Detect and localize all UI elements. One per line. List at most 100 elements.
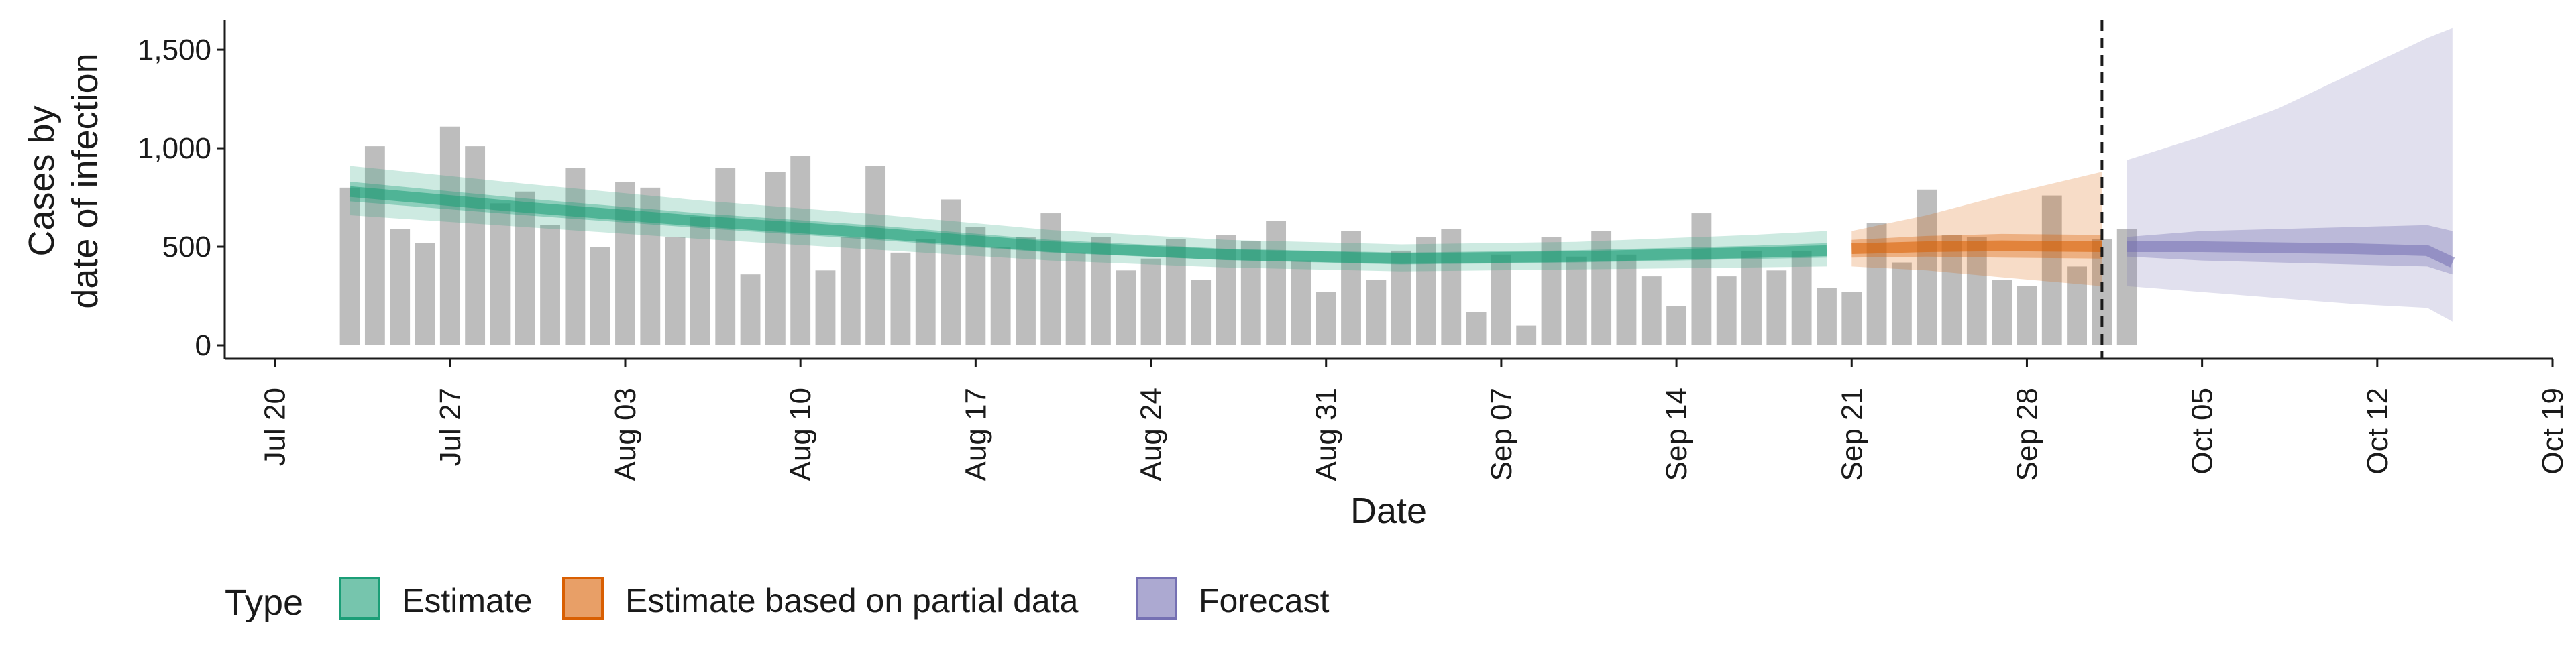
bar (1116, 270, 1136, 345)
y-axis-title-line-1: Cases by (21, 105, 62, 256)
bar (415, 243, 435, 345)
x-tick-label: Aug 24 (1135, 388, 1168, 481)
median-line (1851, 240, 2102, 254)
bar (1591, 231, 1612, 345)
bar (990, 247, 1011, 345)
bar (1040, 213, 1061, 345)
bar (1966, 237, 1987, 345)
bar (1491, 254, 1511, 345)
bar (740, 274, 761, 345)
bar (941, 199, 961, 345)
x-tick-label: Sep 07 (1485, 388, 1518, 481)
bar (765, 172, 786, 345)
x-axis-title: Date (1350, 491, 1427, 531)
bar (2017, 286, 2037, 345)
bar (1766, 270, 1787, 345)
bar (715, 168, 736, 346)
series-group-0 (349, 166, 1827, 272)
bar (515, 191, 535, 345)
bar (1316, 292, 1336, 345)
bar (965, 227, 986, 345)
legend: Type Estimate Estimate based on partial da… (225, 577, 1330, 623)
x-tick-label: Aug 31 (1310, 388, 1343, 481)
bar (565, 168, 586, 346)
legend-key-swatch (1136, 577, 1177, 620)
bar (1341, 231, 1361, 345)
legend-key-swatch (562, 577, 604, 620)
bar (1641, 276, 1662, 345)
x-tick-label: Oct 19 (2536, 388, 2569, 475)
bar (1090, 237, 1111, 345)
bar (1391, 250, 1411, 345)
series-group-2 (2127, 27, 2455, 322)
bar (364, 146, 385, 345)
bar (790, 156, 811, 345)
x-tick-label: Sep 28 (2010, 388, 2043, 481)
outer-interval-band (2127, 27, 2453, 322)
bar (465, 146, 486, 345)
median-line (349, 186, 1827, 264)
bar (865, 166, 886, 346)
bar (890, 252, 911, 345)
outer-interval-band (350, 166, 1827, 272)
y-axis-title-line-2: date of infection (65, 53, 105, 308)
x-tick-label: Jul 27 (434, 388, 467, 466)
bar (1741, 250, 1762, 345)
bar (840, 237, 861, 345)
bar (1140, 258, 1161, 345)
bar (339, 187, 360, 345)
bar (439, 126, 460, 345)
legend-key-swatch (339, 577, 380, 620)
bar (2041, 195, 2062, 345)
bar (1891, 262, 1912, 345)
x-tick-label: Aug 10 (784, 388, 817, 481)
ribbon-layer (349, 27, 2455, 322)
bar (1191, 280, 1212, 345)
x-tick-label: Oct 05 (2186, 388, 2219, 475)
bar (1841, 292, 1862, 345)
bar (1266, 221, 1287, 345)
y-tick-label: 1,500 (138, 34, 211, 66)
bar (1065, 252, 1086, 345)
median-line (2127, 241, 2455, 268)
bar (690, 217, 710, 345)
bar (1466, 312, 1487, 345)
bar (390, 229, 411, 345)
bar (615, 182, 635, 345)
bar (1941, 235, 1962, 345)
y-tick-label: 1,000 (138, 132, 211, 165)
bar (1691, 213, 1712, 345)
bar (915, 239, 936, 345)
x-tick-label: Sep 21 (1835, 388, 1868, 481)
x-tick-label: Aug 17 (959, 388, 992, 481)
outer-interval-band (1851, 172, 2102, 286)
bar (1616, 254, 1637, 345)
bar (1666, 306, 1687, 345)
bar (590, 247, 610, 345)
axes-layer: 0 500 1,000 1,500 Jul 20 Jul 27 Aug 03 Aug 10 Au… (21, 20, 2569, 531)
bar (1791, 250, 1812, 345)
bar (1917, 189, 1937, 345)
x-tick-label: Aug 03 (609, 388, 642, 481)
legend-title: Type (225, 583, 303, 623)
bar (1716, 276, 1737, 345)
bar (1291, 260, 1311, 345)
bar (1992, 280, 2012, 345)
bar (1366, 280, 1387, 345)
x-tick-label: Jul 20 (259, 388, 292, 466)
legend-label: Forecast (1199, 582, 1330, 620)
bar (1016, 237, 1036, 345)
bar-layer (339, 126, 2137, 346)
bar (1441, 229, 1462, 345)
bar (540, 225, 560, 345)
x-tick-label: Oct 12 (2361, 388, 2394, 475)
y-tick-label: 500 (162, 231, 211, 263)
bar (2067, 266, 2087, 345)
bar (1516, 325, 1537, 345)
bar (1817, 288, 1837, 345)
bar (490, 203, 511, 345)
bar (1566, 256, 1587, 345)
bar (815, 270, 836, 345)
